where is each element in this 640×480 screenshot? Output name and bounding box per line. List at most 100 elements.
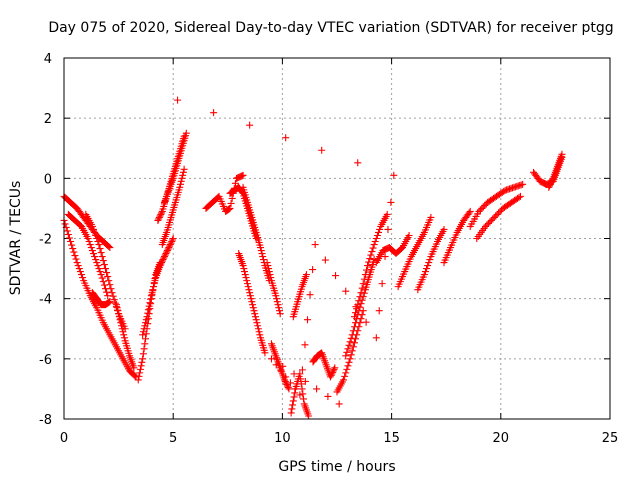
data-point [282, 134, 290, 142]
data-point [239, 171, 247, 179]
data-point [343, 365, 351, 373]
data-point [313, 385, 321, 393]
data-point [141, 340, 149, 348]
data-point [142, 319, 150, 327]
data-point [359, 280, 367, 288]
data-point [352, 303, 360, 311]
data-point [547, 179, 555, 187]
data-point [341, 372, 349, 380]
data-point [367, 251, 375, 259]
data-point [98, 253, 106, 261]
data-point [481, 201, 489, 209]
data-point [76, 268, 84, 276]
data-point [261, 349, 269, 357]
data-point [427, 213, 435, 221]
data-point [324, 392, 332, 400]
data-point [277, 367, 285, 375]
data-point [304, 316, 312, 324]
data-point [118, 325, 126, 333]
data-point [352, 319, 360, 327]
series-track-g [134, 259, 164, 384]
data-point [345, 341, 353, 349]
data-point [106, 298, 114, 306]
data-point [149, 286, 157, 294]
data-point [65, 234, 73, 242]
data-point [405, 231, 413, 239]
data-point [272, 361, 280, 369]
data-point [241, 271, 249, 279]
series-track-q [263, 259, 284, 318]
data-point [349, 343, 357, 351]
data-point [390, 171, 398, 179]
data-point [358, 284, 366, 292]
series-track-s [289, 271, 310, 321]
data-point [115, 313, 123, 321]
data-point [344, 362, 352, 370]
data-point [330, 365, 338, 373]
x-tick-label: 0 [60, 431, 68, 446]
data-point [331, 364, 339, 372]
data-point [281, 376, 289, 384]
data-point [421, 268, 429, 276]
data-point [146, 299, 154, 307]
data-point [104, 273, 112, 281]
data-point [226, 204, 234, 212]
data-point [246, 121, 254, 129]
data-point [486, 218, 494, 226]
data-point [165, 244, 173, 252]
data-point [107, 285, 115, 293]
data-point [140, 325, 148, 333]
data-point [348, 347, 356, 355]
data-point [88, 222, 96, 230]
data-point [253, 319, 261, 327]
data-point [72, 255, 80, 263]
grid-lines [64, 58, 610, 419]
data-point [329, 368, 337, 376]
series-track-aa [440, 207, 474, 267]
series-track-a [60, 216, 140, 381]
data-point [384, 225, 392, 233]
data-point [169, 235, 177, 242]
data-point [516, 192, 524, 200]
data-point [168, 238, 176, 246]
data-point [174, 96, 182, 104]
data-point [116, 316, 124, 324]
data-point [159, 256, 167, 264]
data-point [301, 377, 309, 385]
data-point [168, 236, 176, 244]
data-point [484, 219, 492, 227]
data-point [495, 209, 503, 217]
data-point [160, 254, 168, 262]
data-point [77, 271, 85, 279]
data-point [345, 358, 353, 366]
data-point [241, 268, 249, 276]
data-point [79, 274, 87, 282]
y-tick-label: 4 [44, 52, 52, 67]
data-point [273, 295, 281, 303]
data-point [154, 216, 162, 224]
series-track-v [342, 256, 378, 360]
data-point [71, 252, 79, 260]
data-point [158, 257, 166, 265]
data-point [155, 215, 163, 223]
data-point [376, 225, 384, 233]
data-point [147, 292, 155, 300]
series-track-r [287, 370, 313, 420]
data-point [177, 177, 185, 185]
data-point [420, 271, 428, 279]
data-point [264, 262, 272, 270]
data-point [103, 269, 111, 277]
data-point [210, 109, 218, 117]
data-point [89, 250, 97, 258]
data-point [64, 230, 72, 238]
data-point [318, 146, 326, 154]
data-point [255, 328, 263, 336]
data-point [343, 348, 351, 356]
data-point [87, 244, 95, 252]
data-point [283, 380, 291, 388]
data-point [479, 203, 487, 211]
data-point [150, 283, 158, 291]
series-track-z [414, 225, 448, 294]
data-point [111, 299, 119, 307]
series-track-e [88, 289, 114, 309]
